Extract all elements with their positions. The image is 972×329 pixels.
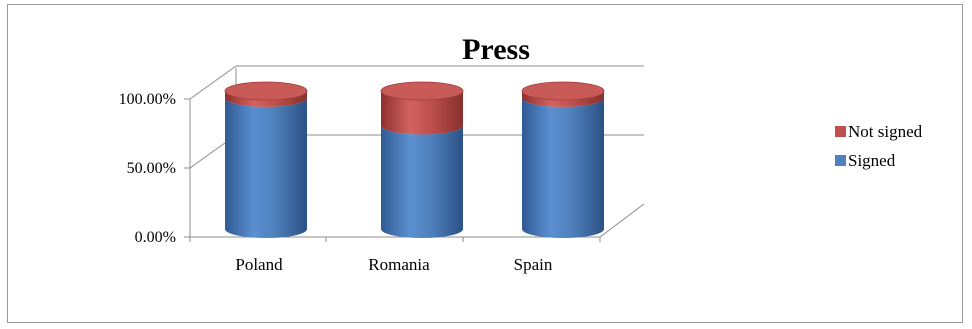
bar-segment-signed: [225, 97, 307, 239]
legend: Not signed Signed: [835, 122, 923, 170]
bars: [224, 81, 605, 239]
bar-segment-not-signed: [225, 91, 307, 107]
legend-swatch: [835, 126, 846, 137]
legend-swatch: [835, 155, 846, 166]
bar-segment-signed: [381, 125, 463, 238]
legend-label: Not signed: [848, 122, 923, 141]
gridline: [189, 65, 644, 100]
chart-title: Press: [462, 33, 530, 66]
legend-label: Signed: [848, 151, 896, 170]
y-tick-label: 50.00%: [127, 160, 176, 177]
bar-top-cap: [380, 81, 464, 101]
x-axis-labels: Poland Romania Spain: [235, 255, 552, 274]
y-axis-ticks: 0.00% 50.00% 100.00%: [119, 91, 601, 246]
y-tick-label: 0.00%: [135, 229, 176, 246]
x-tick-label: Romania: [368, 255, 430, 274]
bar-top-cap: [521, 81, 605, 101]
bar-top-cap: [224, 81, 308, 101]
y-tick-label: 100.00%: [119, 91, 176, 108]
bar-segment-not-signed: [522, 91, 604, 107]
bar-segment-not-signed: [381, 91, 463, 135]
press-chart: 0.00% 50.00% 100.00% Poland Romania Spain Pr…: [119, 33, 923, 274]
x-tick-label: Spain: [514, 255, 553, 274]
x-tick-label: Poland: [235, 255, 283, 274]
chart-frame: 0.00% 50.00% 100.00% Poland Romania Spain Pr…: [7, 4, 963, 323]
bar-segment-signed: [522, 97, 604, 239]
